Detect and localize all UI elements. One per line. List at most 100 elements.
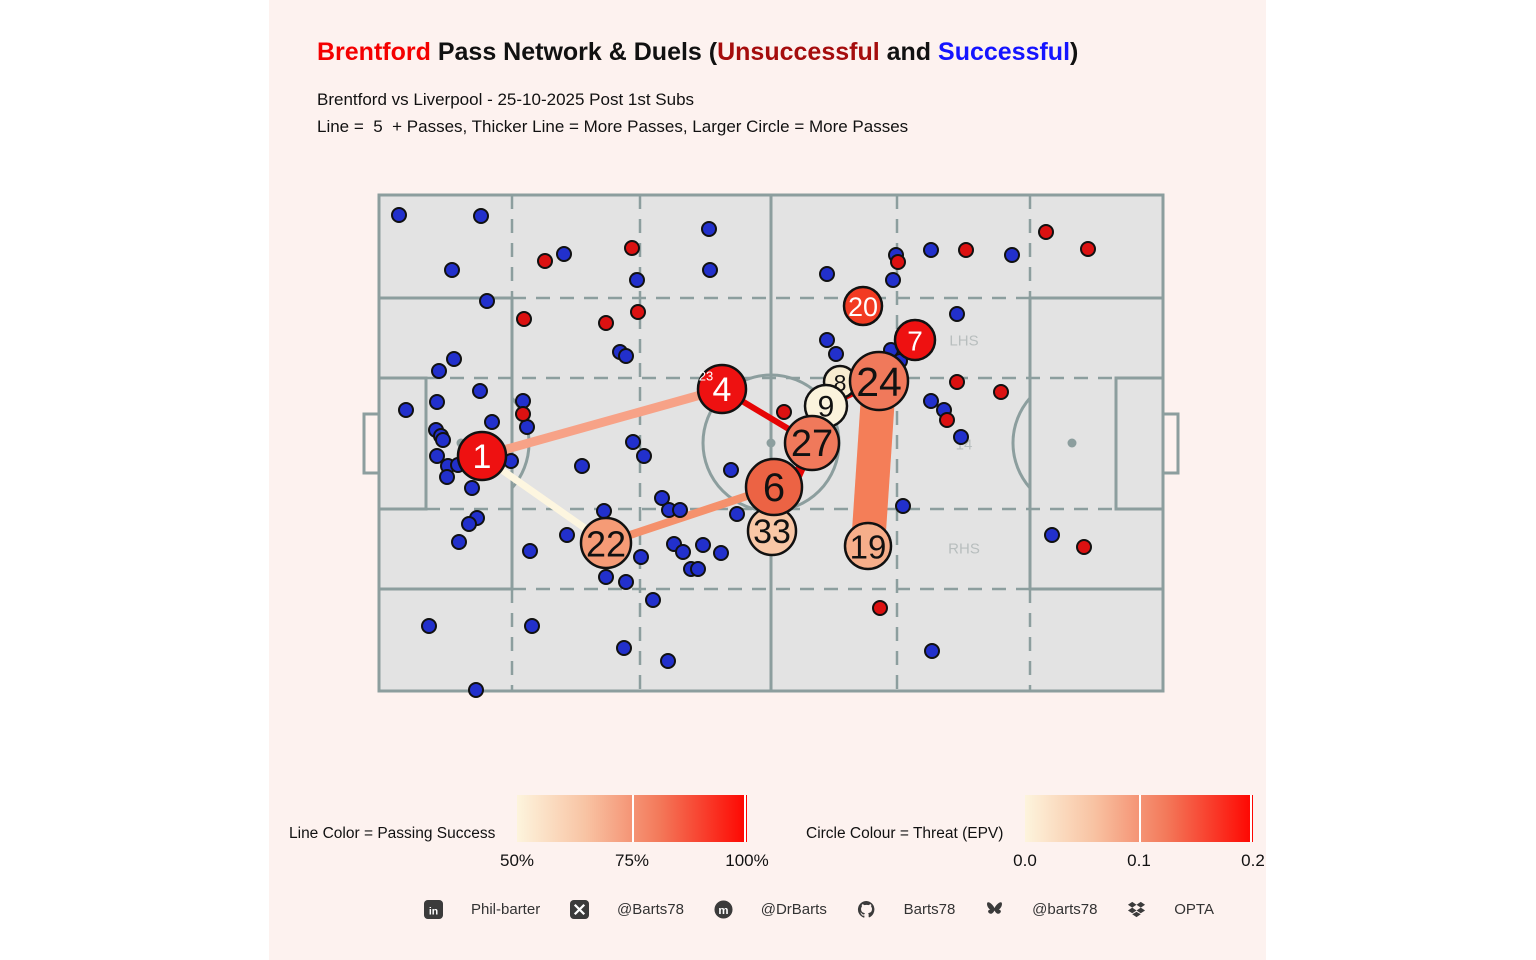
duel-dot-red [598, 315, 614, 331]
duel-dot-blue [729, 506, 745, 522]
line-legend-label: Line Color = Passing Success [289, 825, 496, 842]
credit-label: @barts78 [1032, 901, 1098, 918]
duel-dot-blue [515, 393, 531, 409]
duel-dot-red [1076, 539, 1092, 555]
player-node-22 [579, 516, 633, 570]
duel-dot-blue [574, 458, 590, 474]
goal [362, 412, 381, 475]
credit-mastodon: m @DrBarts [714, 900, 827, 919]
duel-dot-blue [953, 429, 969, 445]
player-node-sublabel-4: 23 [699, 369, 713, 384]
x-icon [570, 900, 590, 919]
line-legend-tick: 75% [614, 851, 650, 870]
duel-dot-blue [645, 592, 661, 608]
player-node-label-20: 20 [848, 292, 878, 322]
duel-dot-blue [398, 402, 414, 418]
credit-label: @DrBarts [760, 901, 827, 918]
credit-x: @Barts78 [570, 900, 684, 919]
title-successful: Successful [938, 38, 1071, 66]
line-legend-tick: 50% [499, 851, 535, 870]
line-legend-tick-mark [632, 795, 634, 842]
player-node-20 [842, 285, 884, 327]
credit-label: Barts78 [903, 901, 956, 918]
duel-dot-blue [675, 544, 691, 560]
duel-dot-red [537, 253, 553, 269]
duel-dot-blue [923, 393, 939, 409]
title-close: ) [1070, 38, 1079, 66]
credit-linkedin: in Phil-barter [424, 900, 540, 919]
mastodon-icon: m [714, 900, 733, 919]
duel-dot-blue [431, 363, 447, 379]
penalty-arc [1011, 397, 1032, 489]
duel-dot-blue [484, 414, 500, 430]
duel-dot-red [993, 384, 1009, 400]
line-legend-gradient [517, 795, 747, 842]
duel-dot-blue [819, 266, 835, 282]
duel-dot-red [516, 311, 532, 327]
circle-legend-label: Circle Colour = Threat (EPV) [806, 825, 1004, 842]
svg-text:m: m [718, 905, 728, 917]
player-node-label-7: 7 [907, 326, 923, 357]
line-legend-tick: 100% [725, 851, 769, 870]
duel-dot-blue [596, 503, 612, 519]
duel-dot-blue [636, 448, 652, 464]
duel-dot-blue [559, 527, 575, 543]
duel-dot-blue [625, 434, 641, 450]
circle-legend-gradient [1025, 795, 1253, 842]
subtitle-match: Brentford vs Liverpool - 25-10-2025 Post… [317, 90, 695, 109]
duel-dot-blue [949, 306, 965, 322]
title-unsuccessful: Unsuccessful [717, 38, 880, 66]
player-node-6 [744, 457, 804, 517]
player-node-24 [848, 350, 910, 412]
player-node-label-27: 27 [791, 423, 833, 465]
duel-dot-blue [464, 480, 480, 496]
dropbox-icon [1128, 901, 1146, 918]
duel-dot-blue [479, 293, 495, 309]
player-node-label-22: 22 [586, 524, 626, 565]
credit-github: Barts78 [857, 900, 956, 919]
linkedin-icon: in [424, 900, 443, 919]
duel-dot-blue [618, 574, 634, 590]
duel-dot-blue [598, 569, 614, 585]
duel-dot-blue [924, 643, 940, 659]
player-node-19 [843, 521, 893, 571]
duel-dot-red [1038, 224, 1054, 240]
duel-dot-red [949, 374, 965, 390]
player-node-4 [696, 363, 748, 415]
duel-dot-blue [616, 640, 632, 656]
goal [1161, 412, 1180, 475]
duel-dot-blue [519, 419, 535, 435]
credit-bluesky: @barts78 [985, 900, 1097, 919]
credit-label: @Barts78 [617, 901, 684, 918]
duel-dot-red [776, 404, 792, 420]
duel-dot-blue [701, 221, 717, 237]
duel-dot-blue [429, 394, 445, 410]
circle-legend-tick-mark [1139, 795, 1141, 842]
duel-dot-red [515, 406, 531, 422]
circle-legend-tick: 0.2 [1241, 851, 1265, 870]
duel-dot-blue [618, 348, 634, 364]
player-node-7 [893, 318, 937, 362]
player-node-label-9: 9 [818, 391, 835, 424]
duel-dot-blue [819, 332, 835, 348]
zone-label: RHS [948, 541, 980, 558]
duel-dot-blue [468, 682, 484, 698]
duel-dot-blue [1004, 247, 1020, 263]
bluesky-icon [987, 902, 1003, 914]
duel-dot-red [890, 254, 906, 270]
line-legend-tick-mark [743, 795, 746, 842]
pitch-spot [766, 438, 776, 448]
pitch-spot [1067, 438, 1077, 448]
duel-dot-blue [895, 498, 911, 514]
title-and: and [879, 38, 939, 66]
duel-dot-blue [461, 516, 477, 532]
player-node-27 [783, 414, 841, 472]
duel-dot-red [872, 600, 888, 616]
duel-dot-red [939, 412, 955, 428]
duel-dot-blue [421, 618, 437, 634]
duel-dot-blue [524, 618, 540, 634]
page-title: Brentford Pass Network & Duels (Unsucces… [317, 38, 1078, 67]
subtitle-key: Line = 5 + Passes, Thicker Line = More P… [317, 117, 909, 136]
